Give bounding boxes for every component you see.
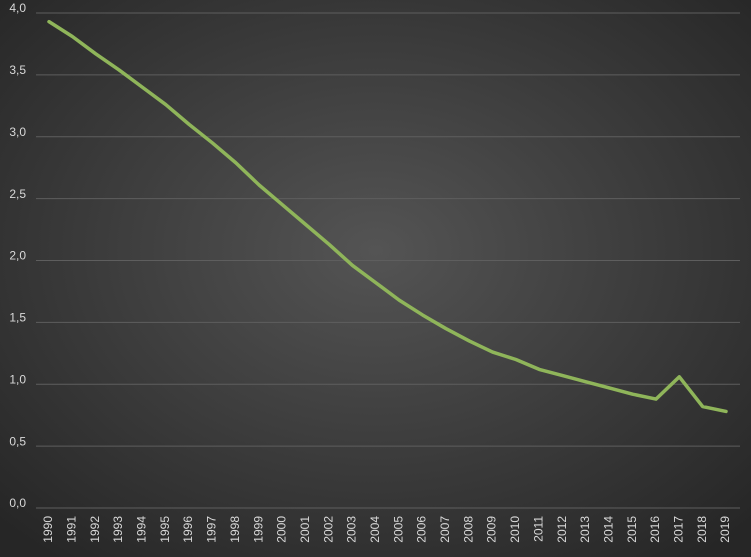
x-tick-label: 1990 [41,516,55,543]
x-tick-label: 1991 [65,516,79,543]
x-tick-label: 2014 [601,516,615,543]
x-tick-label: 2019 [718,516,732,543]
x-tick-label: 2005 [391,516,405,543]
y-tick-label: 1,5 [9,311,26,325]
x-tick-label: 1994 [135,516,149,543]
x-tick-label: 2004 [368,516,382,543]
y-tick-label: 2,0 [9,249,26,263]
x-tick-label: 2001 [298,516,312,543]
x-tick-label: 2018 [695,516,709,543]
y-tick-label: 1,0 [9,372,26,386]
y-tick-label: 3,5 [9,63,26,77]
x-tick-label: 1999 [251,516,265,543]
y-tick-label: 0,5 [9,434,26,448]
x-tick-label: 2002 [321,516,335,543]
data-line [47,19,728,414]
y-tick-label: 2,5 [9,187,26,201]
y-tick-label: 4,0 [9,1,26,15]
x-tick-label: 1995 [158,516,172,543]
x-tick-label: 2016 [648,516,662,543]
x-tick-label: 2017 [671,516,685,543]
x-tick-label: 2000 [275,516,289,543]
x-tick-label: 2006 [415,516,429,543]
x-tick-label: 1996 [181,516,195,543]
x-tick-label: 2013 [578,516,592,543]
x-tick-label: 2007 [438,516,452,543]
x-tick-label: 1992 [88,516,102,543]
x-tick-label: 2008 [461,516,475,543]
x-tick-label: 1998 [228,516,242,543]
y-tick-label: 3,0 [9,125,26,139]
x-tick-label: 2015 [625,516,639,543]
x-tick-label: 1993 [111,516,125,543]
x-tick-label: 2003 [345,516,359,543]
x-tick-label: 1997 [205,516,219,543]
x-tick-label: 2011 [531,516,545,542]
x-tick-label: 2012 [555,516,569,543]
y-tick-label: 0,0 [9,496,26,510]
x-tick-label: 2009 [485,516,499,543]
x-tick-label: 2010 [508,516,522,543]
